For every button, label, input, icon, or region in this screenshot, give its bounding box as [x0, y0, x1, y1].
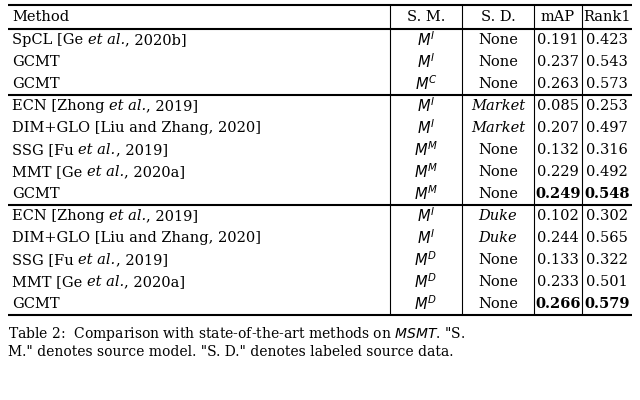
- Text: et al.: et al.: [109, 99, 147, 113]
- Text: Method: Method: [12, 10, 69, 24]
- Text: et al.: et al.: [78, 143, 115, 157]
- Text: $M^{I}$: $M^{I}$: [417, 119, 435, 137]
- Text: SpCL [Ge: SpCL [Ge: [12, 33, 88, 47]
- Text: , 2020b]: , 2020b]: [125, 33, 186, 47]
- Text: 0.423: 0.423: [586, 33, 628, 47]
- Text: , 2019]: , 2019]: [147, 99, 198, 113]
- Text: Rank1: Rank1: [583, 10, 631, 24]
- Text: 0.266: 0.266: [535, 297, 580, 311]
- Text: M." denotes source model. "S. D." denotes labeled source data.: M." denotes source model. "S. D." denote…: [8, 345, 454, 359]
- Text: Duke: Duke: [479, 209, 517, 223]
- Text: 0.191: 0.191: [537, 33, 579, 47]
- Text: et al.: et al.: [78, 253, 115, 267]
- Text: $M^{D}$: $M^{D}$: [415, 295, 438, 313]
- Text: 0.565: 0.565: [586, 231, 628, 245]
- Text: SSG [Fu: SSG [Fu: [12, 143, 78, 157]
- Text: None: None: [478, 187, 518, 201]
- Text: 0.249: 0.249: [535, 187, 580, 201]
- Text: SSG [Fu: SSG [Fu: [12, 253, 78, 267]
- Text: GCMT: GCMT: [12, 55, 60, 69]
- Text: , 2020a]: , 2020a]: [124, 275, 185, 289]
- Text: 0.497: 0.497: [586, 121, 628, 135]
- Text: et al.: et al.: [87, 275, 124, 289]
- Text: 0.132: 0.132: [537, 143, 579, 157]
- Text: $M^{D}$: $M^{D}$: [415, 273, 438, 291]
- Text: 0.263: 0.263: [537, 77, 579, 91]
- Text: DIM+GLO [Liu and Zhang, 2020]: DIM+GLO [Liu and Zhang, 2020]: [12, 121, 261, 135]
- Text: $M^{I}$: $M^{I}$: [417, 229, 435, 247]
- Text: S. M.: S. M.: [407, 10, 445, 24]
- Text: GCMT: GCMT: [12, 77, 60, 91]
- Text: 0.492: 0.492: [586, 165, 628, 179]
- Text: et al.: et al.: [88, 33, 125, 47]
- Text: 0.237: 0.237: [537, 55, 579, 69]
- Text: $M^{D}$: $M^{D}$: [415, 251, 438, 269]
- Text: Table 2:  Comparison with state-of-the-art methods on $\mathit{MSMT}$. "S.: Table 2: Comparison with state-of-the-ar…: [8, 325, 465, 343]
- Text: Duke: Duke: [479, 231, 517, 245]
- Text: Market: Market: [471, 99, 525, 113]
- Text: 0.548: 0.548: [584, 187, 630, 201]
- Text: $M^{I}$: $M^{I}$: [417, 53, 435, 71]
- Text: S. D.: S. D.: [481, 10, 515, 24]
- Text: None: None: [478, 33, 518, 47]
- Text: 0.207: 0.207: [537, 121, 579, 135]
- Text: 0.573: 0.573: [586, 77, 628, 91]
- Text: 0.233: 0.233: [537, 275, 579, 289]
- Text: mAP: mAP: [541, 10, 575, 24]
- Text: $M^{C}$: $M^{C}$: [415, 75, 438, 93]
- Text: et al.: et al.: [109, 209, 147, 223]
- Text: 0.253: 0.253: [586, 99, 628, 113]
- Text: $M^{I}$: $M^{I}$: [417, 207, 435, 225]
- Text: , 2020a]: , 2020a]: [124, 165, 185, 179]
- Text: MMT [Ge: MMT [Ge: [12, 275, 87, 289]
- Text: 0.501: 0.501: [586, 275, 628, 289]
- Text: Market: Market: [471, 121, 525, 135]
- Text: , 2019]: , 2019]: [115, 143, 168, 157]
- Text: $M^{I}$: $M^{I}$: [417, 97, 435, 115]
- Text: 0.322: 0.322: [586, 253, 628, 267]
- Text: None: None: [478, 77, 518, 91]
- Text: 0.133: 0.133: [537, 253, 579, 267]
- Text: $M^{M}$: $M^{M}$: [414, 141, 438, 159]
- Text: MMT [Ge: MMT [Ge: [12, 165, 87, 179]
- Text: GCMT: GCMT: [12, 187, 60, 201]
- Text: None: None: [478, 253, 518, 267]
- Text: None: None: [478, 297, 518, 311]
- Text: None: None: [478, 275, 518, 289]
- Text: 0.085: 0.085: [537, 99, 579, 113]
- Text: 0.244: 0.244: [537, 231, 579, 245]
- Text: $M^{M}$: $M^{M}$: [414, 163, 438, 181]
- Text: 0.316: 0.316: [586, 143, 628, 157]
- Text: DIM+GLO [Liu and Zhang, 2020]: DIM+GLO [Liu and Zhang, 2020]: [12, 231, 261, 245]
- Text: 0.102: 0.102: [537, 209, 579, 223]
- Text: $M^{M}$: $M^{M}$: [414, 185, 438, 203]
- Text: None: None: [478, 143, 518, 157]
- Text: et al.: et al.: [87, 165, 124, 179]
- Text: , 2019]: , 2019]: [147, 209, 198, 223]
- Text: ECN [Zhong: ECN [Zhong: [12, 99, 109, 113]
- Text: $M^{I}$: $M^{I}$: [417, 31, 435, 49]
- Text: 0.229: 0.229: [537, 165, 579, 179]
- Text: 0.543: 0.543: [586, 55, 628, 69]
- Text: None: None: [478, 55, 518, 69]
- Text: ECN [Zhong: ECN [Zhong: [12, 209, 109, 223]
- Text: 0.302: 0.302: [586, 209, 628, 223]
- Text: 0.579: 0.579: [584, 297, 630, 311]
- Text: None: None: [478, 165, 518, 179]
- Text: GCMT: GCMT: [12, 297, 60, 311]
- Text: , 2019]: , 2019]: [115, 253, 168, 267]
